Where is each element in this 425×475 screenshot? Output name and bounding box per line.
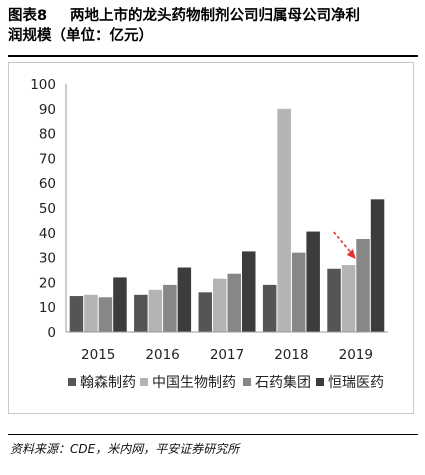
bar-2015-3 bbox=[113, 277, 127, 332]
x-tick-label: 2017 bbox=[210, 347, 244, 363]
legend-label: 中国生物制药 bbox=[152, 375, 236, 391]
y-tick-label: 90 bbox=[39, 102, 56, 118]
figure-title-line2: 润规模（单位：亿元） bbox=[8, 28, 153, 44]
y-tick-label: 80 bbox=[39, 127, 56, 143]
legend-label: 翰森制药 bbox=[80, 375, 136, 391]
bar-2019-3 bbox=[370, 199, 385, 332]
y-tick-label: 10 bbox=[39, 300, 56, 316]
y-tick-label: 70 bbox=[39, 151, 56, 167]
legend-label: 石药集团 bbox=[255, 374, 311, 391]
bar-2018-2 bbox=[291, 252, 306, 332]
legend-swatch bbox=[243, 378, 251, 386]
x-tick-label: 2018 bbox=[274, 347, 308, 363]
source-note: 资料来源：CDE，米内网，平安证券研究所 bbox=[10, 442, 240, 456]
bar-2016-1 bbox=[148, 289, 163, 332]
y-tick-label: 20 bbox=[39, 275, 56, 291]
bar-2017-1 bbox=[213, 278, 227, 332]
bar-2016-2 bbox=[163, 284, 177, 332]
bar-2017-2 bbox=[227, 273, 241, 332]
figure-title-line1: 两地上市的龙头药物制剂公司归属母公司净利 bbox=[70, 8, 360, 24]
bar-2016-3 bbox=[177, 267, 192, 332]
legend-swatch bbox=[140, 378, 148, 386]
bar-2018-1 bbox=[277, 108, 291, 332]
bar-2015-2 bbox=[98, 297, 113, 332]
x-tick-label: 2016 bbox=[145, 347, 179, 363]
figure-label: 图表8 bbox=[8, 8, 48, 24]
bar-2017-0 bbox=[198, 292, 212, 332]
bar-2016-0 bbox=[134, 294, 148, 332]
source-rule bbox=[8, 434, 418, 435]
y-tick-label: 50 bbox=[39, 201, 56, 217]
y-tick-label: 30 bbox=[39, 251, 56, 267]
bar-2019-2 bbox=[356, 239, 370, 332]
chart-frame bbox=[8, 62, 414, 414]
y-tick-label: 40 bbox=[39, 226, 56, 242]
y-tick-label: 100 bbox=[30, 77, 56, 93]
legend-swatch bbox=[316, 378, 324, 386]
bar-2019-1 bbox=[341, 265, 356, 332]
bar-2015-0 bbox=[69, 296, 84, 332]
bar-2018-0 bbox=[262, 284, 277, 332]
bar-2018-3 bbox=[306, 231, 320, 332]
y-tick-label: 0 bbox=[47, 325, 56, 341]
legend-label: 恒瑞医药 bbox=[328, 375, 384, 391]
y-tick-label: 60 bbox=[39, 176, 56, 192]
x-tick-label: 2019 bbox=[339, 347, 373, 363]
bar-2019-0 bbox=[327, 268, 341, 332]
x-tick-label: 2015 bbox=[81, 347, 115, 363]
figure-title: 图表8 两地上市的龙头药物制剂公司归属母公司净利 润规模（单位：亿元） bbox=[8, 6, 420, 46]
legend-swatch bbox=[68, 378, 76, 386]
title-rule bbox=[8, 55, 418, 57]
bar-2015-1 bbox=[84, 294, 98, 332]
bar-2017-3 bbox=[242, 251, 256, 332]
annotation-arrowhead bbox=[346, 249, 356, 259]
